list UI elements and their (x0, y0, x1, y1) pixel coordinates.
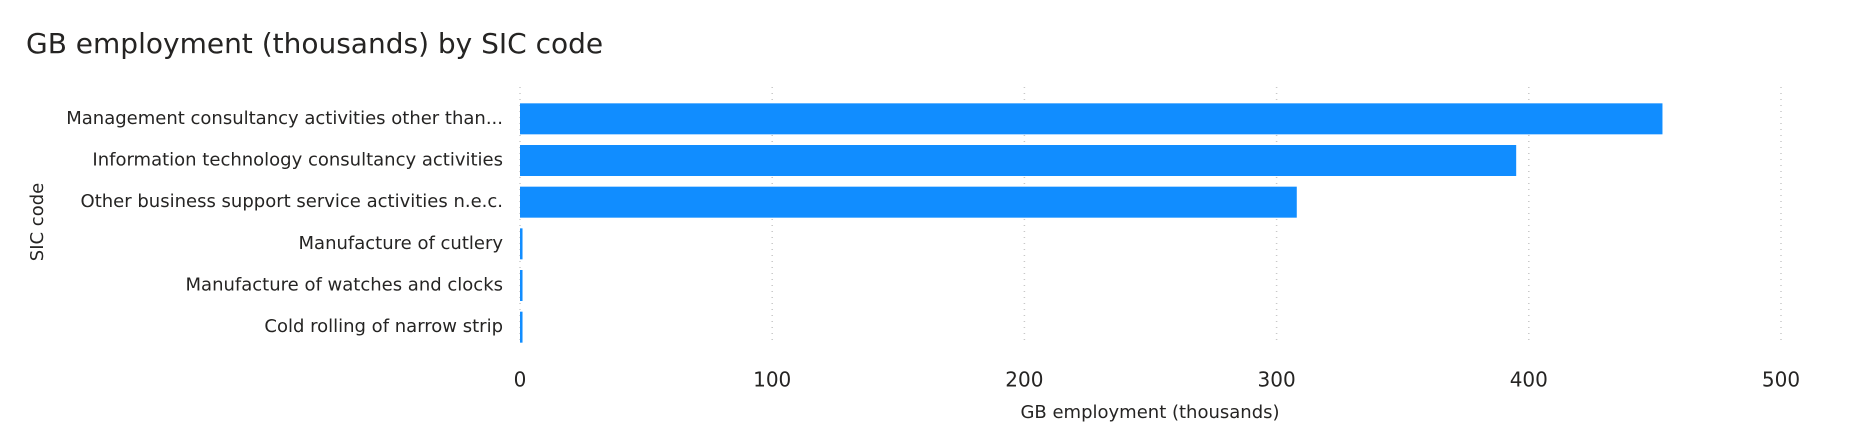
bar (520, 270, 523, 301)
bar (520, 145, 1517, 176)
bar (520, 311, 523, 343)
y-tick-label: Management consultancy activities other … (66, 108, 503, 129)
x-tick-label: 300 (1258, 368, 1296, 392)
bar (520, 228, 523, 260)
x-tick-label: 400 (1510, 368, 1548, 392)
y-tick-label: Other business support service activitie… (81, 191, 503, 212)
y-tick-label: Manufacture of cutlery (299, 233, 504, 254)
y-tick-label: Cold rolling of narrow strip (264, 316, 503, 337)
y-tick-label: Manufacture of watches and clocks (186, 275, 503, 296)
bar (520, 186, 1297, 218)
bar (520, 103, 1663, 135)
x-tick-label: 0 (514, 368, 527, 392)
x-tick-label: 100 (753, 368, 791, 392)
y-tick-label: Information technology consultancy activ… (92, 150, 503, 171)
y-axis-title: SIC code (27, 183, 48, 261)
x-tick-label: 200 (1005, 368, 1043, 392)
chart-title: GB employment (thousands) by SIC code (26, 27, 603, 60)
x-axis-title: GB employment (thousands) (1020, 402, 1279, 423)
x-tick-label: 500 (1762, 368, 1800, 392)
